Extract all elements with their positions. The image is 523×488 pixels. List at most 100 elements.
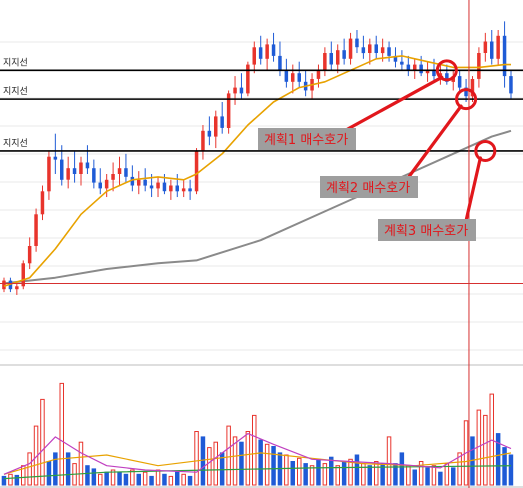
candle-up <box>233 87 237 94</box>
candle-down <box>509 76 513 94</box>
candle-up <box>169 185 173 192</box>
volume-bar <box>354 454 360 486</box>
candle-down <box>98 182 102 189</box>
volume-bar <box>85 465 90 486</box>
candle-down <box>502 35 507 77</box>
candle-down <box>342 50 346 59</box>
volume-bar <box>489 393 494 486</box>
volume-bar <box>322 463 328 486</box>
volume-bar <box>239 441 244 486</box>
annotation-label: 계획1 매수호가 <box>264 133 348 148</box>
volume-bar <box>271 446 276 486</box>
candle-down <box>130 176 135 186</box>
candle-down <box>393 55 398 62</box>
annotation-circle <box>435 59 458 82</box>
annotation-arrow <box>464 156 482 223</box>
volume-bar <box>117 471 122 486</box>
annotation-label: 계획2 매수호가 <box>326 181 410 196</box>
candle-up <box>413 64 417 71</box>
annotation-box <box>258 128 356 150</box>
candle-up <box>226 93 231 128</box>
volume-bar <box>78 441 84 486</box>
ma-long-line <box>3 129 512 285</box>
volume-bar <box>98 473 103 486</box>
volume-bar <box>245 431 251 486</box>
volume-bar <box>65 452 71 486</box>
volume-bar <box>367 465 372 486</box>
candle-down <box>297 73 301 82</box>
candle-down <box>374 44 378 53</box>
volume-bar <box>136 473 141 486</box>
candle-up <box>194 151 199 192</box>
volume-bar <box>149 475 154 486</box>
candle-up <box>156 182 160 189</box>
volume-bar <box>187 475 193 486</box>
annotation-circle <box>474 139 497 162</box>
volume-bar <box>463 420 469 486</box>
annotation-box <box>320 176 418 198</box>
candle-up <box>47 156 51 192</box>
candle-down <box>85 162 90 169</box>
candle-down <box>220 116 224 128</box>
volume-bar <box>303 463 308 486</box>
volume-bar <box>348 458 353 486</box>
support-label: 지지선 <box>3 138 28 149</box>
volume-bar <box>412 469 417 486</box>
candle-up <box>316 70 321 79</box>
volume-bar <box>130 469 135 486</box>
volume-bar <box>1 475 7 486</box>
candle-down <box>72 168 77 174</box>
candle-down <box>445 73 449 82</box>
volume-bar <box>175 471 180 486</box>
volume-bar <box>59 382 64 486</box>
candle-up <box>66 168 70 180</box>
volume-bar <box>386 436 392 486</box>
candle-down <box>284 70 289 82</box>
volume-bar <box>232 436 238 486</box>
volume-bar <box>508 454 514 486</box>
candle-up <box>104 179 109 189</box>
candle-up <box>470 79 475 97</box>
volume-bar <box>341 461 347 486</box>
candle-up <box>34 214 38 246</box>
candle-up <box>496 35 500 59</box>
candle-up <box>79 162 83 174</box>
candle-down <box>457 76 462 88</box>
volume-bar <box>495 433 501 486</box>
candle-down <box>92 168 96 183</box>
volume-bar <box>284 454 289 486</box>
volume-bar <box>8 473 13 486</box>
candle-down <box>464 87 468 97</box>
volume-bar <box>213 441 218 486</box>
candle-up <box>336 50 340 65</box>
annotation-box <box>378 219 476 241</box>
volume-bar <box>194 431 199 486</box>
volume-bar <box>264 443 270 486</box>
candle-down <box>53 156 58 160</box>
candle-down <box>432 70 436 77</box>
volume-bar <box>104 471 109 486</box>
candle-down <box>207 130 212 137</box>
candle-down <box>239 87 244 94</box>
candle-up <box>323 53 327 71</box>
volume-bar <box>431 465 437 486</box>
candle-down <box>60 159 64 180</box>
annotation-label: 계획3 매수호가 <box>384 224 468 239</box>
candle-up <box>21 263 25 287</box>
candle-down <box>355 38 359 48</box>
volume-bar <box>226 425 231 486</box>
candle-up <box>111 174 115 180</box>
volume-bar <box>316 458 321 486</box>
candle-down <box>149 185 154 189</box>
volume-bar <box>168 475 174 486</box>
candle-up <box>2 280 6 290</box>
candle-down <box>188 188 192 192</box>
candle-down <box>490 41 494 59</box>
volume-bar <box>399 452 405 486</box>
volume-bar <box>258 439 263 486</box>
candle-down <box>175 185 179 192</box>
candle-down <box>278 55 282 71</box>
